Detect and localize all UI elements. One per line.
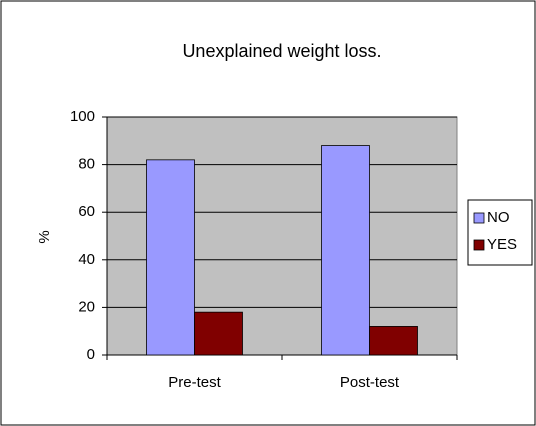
y-tick-label: 20 <box>78 298 95 315</box>
legend-swatch <box>473 239 485 251</box>
legend-label: NO <box>487 209 510 226</box>
y-tick-label: 100 <box>70 108 95 125</box>
x-tick-label: Post-test <box>340 374 400 391</box>
y-axis-label: % <box>36 230 53 243</box>
y-tick-label: 40 <box>78 251 95 268</box>
bar <box>146 159 195 356</box>
y-tick-label: 80 <box>78 156 95 173</box>
x-tick-label: Pre-test <box>168 374 221 391</box>
legend-swatch <box>473 212 485 224</box>
y-tick-label: 60 <box>78 203 95 220</box>
bar <box>369 326 418 356</box>
bar <box>321 145 370 356</box>
y-tick-label: 0 <box>87 346 95 363</box>
bar <box>194 311 243 356</box>
legend-box <box>467 199 533 266</box>
chart-title: Unexplained weight loss. <box>182 41 381 61</box>
legend-label: YES <box>487 236 517 253</box>
